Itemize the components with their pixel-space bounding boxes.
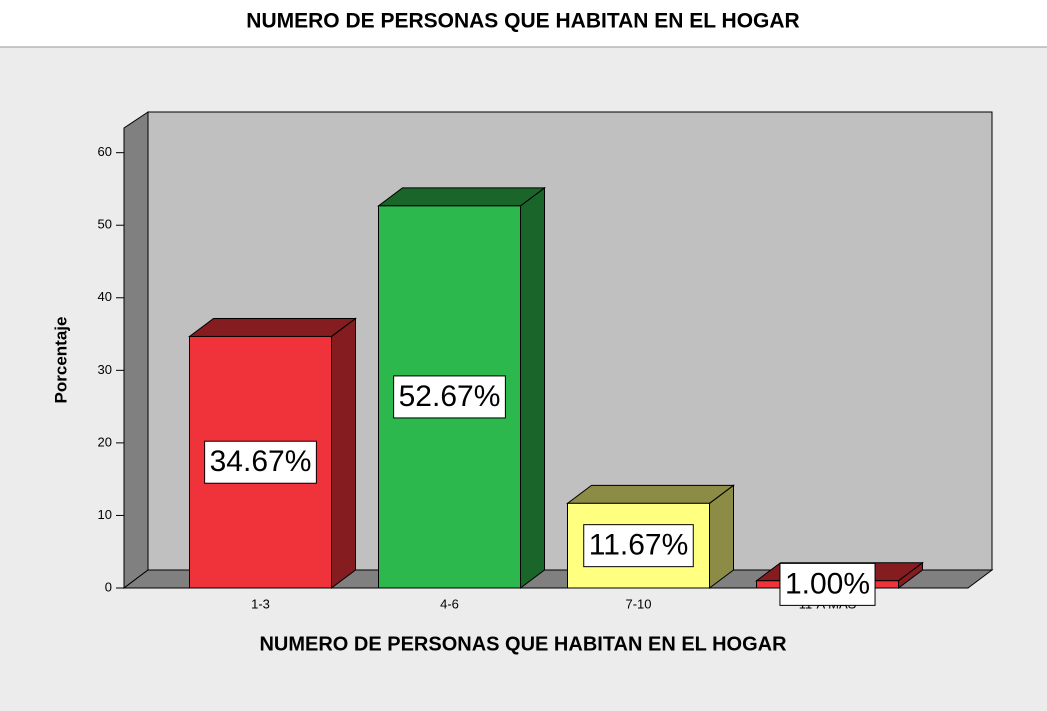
bar-top xyxy=(377,187,546,207)
x-tick-label: 7-10 xyxy=(625,596,651,611)
x-tick-label: 1-3 xyxy=(251,596,270,611)
y-tick-label: 50 xyxy=(98,217,112,232)
chart-title: NUMERO DE PERSONAS QUE HABITAN EN EL HOG… xyxy=(246,10,799,33)
bar-side xyxy=(331,317,356,589)
x-tick-label: 4-6 xyxy=(440,596,459,611)
value-label: 1.00% xyxy=(785,567,870,600)
bar-side xyxy=(520,186,545,589)
value-label-box xyxy=(393,375,506,419)
y-tick-label: 30 xyxy=(98,362,112,377)
y-tick-label: 40 xyxy=(98,289,112,304)
y-tick-label: 0 xyxy=(105,579,112,594)
y-axis-title: Porcentaje xyxy=(51,317,70,404)
value-label-box xyxy=(779,562,876,606)
value-label-box xyxy=(583,524,694,568)
side-wall xyxy=(123,111,149,589)
y-tick-label: 20 xyxy=(98,434,112,449)
bar-top xyxy=(188,317,357,337)
bar-top xyxy=(566,484,735,504)
value-label: 11.67% xyxy=(589,529,689,562)
value-label-box xyxy=(204,440,317,484)
y-tick-label: 10 xyxy=(98,507,112,522)
x-axis-title: NUMERO DE PERSONAS QUE HABITAN EN EL HOG… xyxy=(259,633,787,655)
value-label: 52.67% xyxy=(399,380,501,413)
value-label: 34.67% xyxy=(210,445,312,478)
y-tick-label: 60 xyxy=(98,144,112,159)
